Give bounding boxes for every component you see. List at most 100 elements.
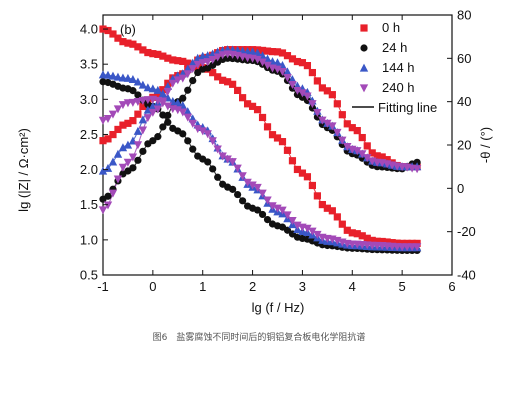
data-point-240h-modulus bbox=[308, 227, 317, 236]
data-point-0h-phase bbox=[348, 124, 356, 132]
data-point-240h-phase bbox=[253, 55, 262, 64]
data-point-144h-modulus bbox=[103, 70, 113, 79]
data-point-24h-phase bbox=[139, 147, 147, 155]
data-point-240h-phase bbox=[103, 201, 113, 210]
data-point-0h-phase bbox=[298, 59, 307, 67]
x-tick-label: 2 bbox=[249, 279, 256, 294]
data-point-0h-modulus bbox=[144, 48, 152, 57]
data-point-240h-phase bbox=[188, 65, 197, 74]
x-tick-label: 5 bbox=[399, 279, 406, 294]
data-point-144h-phase bbox=[143, 105, 153, 114]
data-point-240h-modulus bbox=[98, 116, 108, 125]
data-point-240h-phase bbox=[273, 65, 282, 74]
data-point-144h-modulus bbox=[123, 73, 133, 82]
legend-marker-144h bbox=[359, 63, 369, 72]
data-point-240h-modulus bbox=[228, 158, 237, 167]
data-point-0h-modulus bbox=[134, 43, 142, 51]
x-tick-label: 0 bbox=[149, 279, 156, 294]
data-point-240h-phase bbox=[108, 189, 118, 198]
data-point-0h-modulus bbox=[104, 26, 112, 35]
y-axis-left-title: lg (|Z| / Ω·cm²) bbox=[16, 128, 31, 212]
y-right-tick-label: 80 bbox=[457, 8, 471, 23]
data-point-0h-modulus bbox=[278, 138, 287, 146]
data-point-240h-phase bbox=[138, 126, 148, 135]
data-point-0h-modulus bbox=[119, 38, 127, 46]
data-point-0h-phase bbox=[139, 102, 147, 111]
data-point-0h-modulus bbox=[288, 157, 297, 165]
data-point-240h-phase bbox=[358, 150, 367, 159]
data-point-0h-modulus bbox=[373, 237, 381, 245]
data-point-144h-modulus bbox=[113, 72, 123, 81]
panel-label: (b) bbox=[120, 22, 136, 37]
data-point-240h-phase bbox=[113, 175, 123, 184]
data-point-144h-phase bbox=[133, 126, 143, 135]
data-point-240h-modulus bbox=[233, 164, 242, 173]
data-point-240h-phase bbox=[218, 51, 227, 60]
data-point-0h-modulus bbox=[243, 100, 252, 108]
data-point-0h-phase bbox=[278, 49, 287, 57]
data-point-240h-phase bbox=[283, 73, 292, 82]
data-point-240h-modulus bbox=[248, 181, 257, 190]
data-point-144h-phase bbox=[108, 157, 118, 166]
data-point-240h-phase bbox=[328, 122, 337, 131]
legend-label-240h: 240 h bbox=[382, 80, 415, 95]
data-point-0h-phase bbox=[333, 100, 341, 108]
data-point-240h-phase bbox=[198, 59, 207, 68]
data-point-240h-phase bbox=[363, 154, 372, 163]
data-point-0h-phase bbox=[288, 55, 297, 63]
data-point-240h-phase bbox=[298, 89, 307, 98]
bode-plot: -1 0 1 2 3 4 5 6 0.5 1.0 1.5 2.0 2.5 3.0 3.5 4.0 -40 -20 0… bbox=[16, 8, 493, 316]
data-point-144h-phase bbox=[98, 166, 108, 175]
data-point-24h-modulus bbox=[234, 190, 242, 199]
legend-marker-24h bbox=[360, 44, 368, 52]
data-point-0h-phase bbox=[323, 87, 331, 95]
data-point-0h-modulus bbox=[308, 181, 316, 190]
data-point-240h-modulus bbox=[173, 106, 182, 115]
data-point-240h-phase bbox=[148, 108, 158, 117]
data-point-240h-phase bbox=[288, 81, 297, 90]
data-point-240h-modulus bbox=[303, 224, 312, 233]
data-point-240h-phase bbox=[313, 109, 322, 118]
data-point-24h-modulus bbox=[253, 206, 262, 214]
data-point-240h-phase bbox=[153, 105, 163, 114]
data-point-0h-phase bbox=[353, 126, 361, 135]
legend-marker-0h bbox=[360, 24, 368, 32]
data-point-0h-modulus bbox=[363, 234, 371, 242]
data-point-0h-modulus bbox=[318, 200, 326, 209]
data-point-240h-modulus bbox=[103, 114, 113, 123]
legend-label-24h: 24 h bbox=[382, 40, 407, 55]
data-point-240h-modulus bbox=[183, 113, 192, 122]
data-point-24h-modulus bbox=[134, 91, 142, 99]
data-point-240h-modulus bbox=[238, 172, 247, 181]
data-point-240h-phase bbox=[263, 61, 272, 70]
data-point-0h-modulus bbox=[224, 78, 232, 86]
data-point-0h-phase bbox=[283, 52, 292, 60]
data-point-144h-modulus bbox=[173, 98, 182, 107]
data-point-0h-modulus bbox=[184, 59, 192, 67]
data-point-240h-phase bbox=[123, 158, 133, 167]
data-point-0h-phase bbox=[358, 133, 366, 142]
data-point-0h-modulus bbox=[333, 213, 341, 221]
data-point-0h-modulus bbox=[253, 106, 262, 114]
data-point-240h-phase bbox=[143, 114, 153, 123]
figure-caption: 图6 盐雾腐蚀不同时间后的铜铝复合板电化学阻抗谱 bbox=[152, 333, 366, 343]
data-point-144h-phase bbox=[138, 115, 148, 124]
data-point-0h-phase bbox=[338, 111, 346, 119]
data-point-240h-modulus bbox=[193, 125, 202, 134]
data-point-0h-modulus bbox=[124, 39, 132, 47]
data-point-0h-modulus bbox=[214, 73, 222, 81]
data-point-144h-phase bbox=[123, 140, 133, 149]
data-point-0h-modulus bbox=[378, 237, 386, 246]
data-markers bbox=[98, 25, 422, 255]
data-point-0h-phase bbox=[263, 47, 272, 55]
data-point-240h-phase bbox=[323, 119, 332, 128]
data-point-0h-modulus bbox=[388, 239, 396, 247]
legend-label-144h: 144 h bbox=[382, 60, 415, 75]
x-tick-label: 6 bbox=[448, 279, 455, 294]
data-point-24h-phase bbox=[129, 164, 137, 172]
legend-label-0h: 0 h bbox=[382, 20, 400, 35]
y-left-tick-label: 1.5 bbox=[80, 197, 98, 212]
legend: 0 h 24 h 144 h 240 h Fitting line bbox=[352, 20, 437, 115]
data-point-0h-modulus bbox=[149, 50, 157, 58]
data-point-0h-phase bbox=[318, 84, 326, 92]
